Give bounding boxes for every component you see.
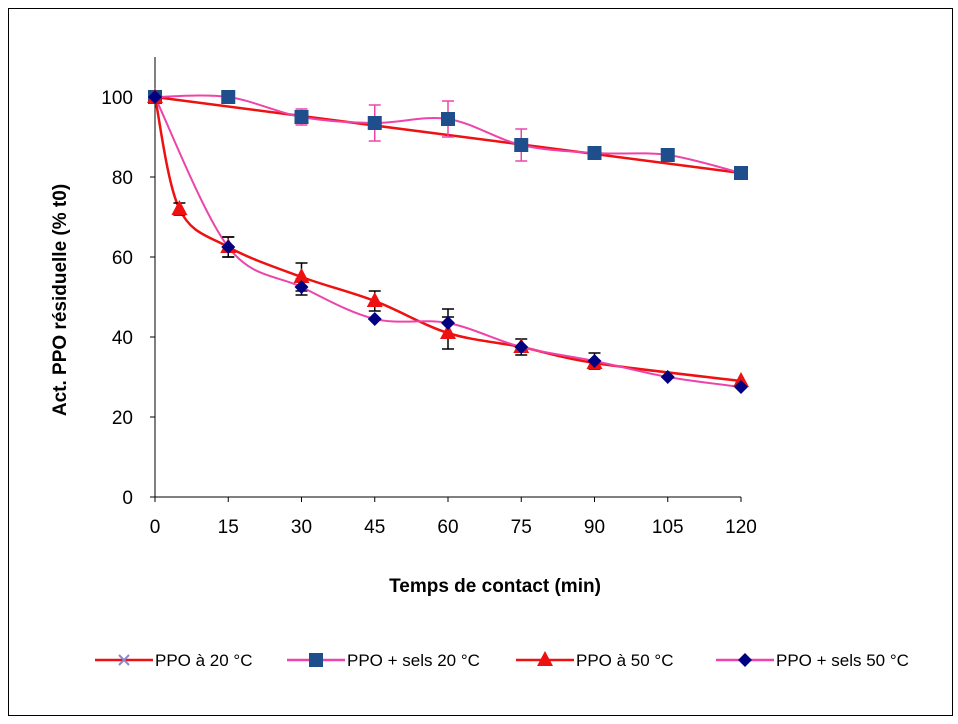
legend-label: PPO à 20 °C <box>155 651 253 670</box>
data-point-triangle <box>366 292 383 307</box>
legend: PPO à 20 °C PPO + sels 20 °C PPO à 50 °C PP… <box>95 651 909 670</box>
legend-marker <box>309 653 323 667</box>
x-tick-label: 30 <box>291 517 312 538</box>
data-point-square <box>294 110 309 124</box>
y-tick-label: 80 <box>112 168 133 189</box>
data-point-diamond <box>587 354 602 368</box>
legend-label: PPO + sels 20 °C <box>347 651 480 670</box>
data-point-diamond <box>294 280 309 294</box>
y-tick-label: 60 <box>112 248 133 269</box>
legend-label: PPO à 50 °C <box>576 651 674 670</box>
y-tick-label: 100 <box>101 88 133 109</box>
data-point-square <box>221 90 236 104</box>
y-tick-label: 20 <box>112 408 133 429</box>
x-tick-label: 75 <box>511 517 532 538</box>
data-point-triangle <box>440 324 456 339</box>
plot-area: 0 20 40 60 80 100 0 15 30 45 60 75 90 105 120 <box>101 57 757 538</box>
y-axis-title: Act. PPO résiduelle (% t0) <box>50 184 71 416</box>
data-point-diamond <box>367 312 382 326</box>
data-point-triangle <box>171 200 188 215</box>
data-point-diamond <box>221 240 236 254</box>
data-point-triangle <box>293 268 310 283</box>
x-tick-label: 60 <box>437 517 458 538</box>
x-tick-label: 105 <box>652 517 684 538</box>
x-tick-label: 15 <box>218 517 239 538</box>
data-point-diamond <box>660 370 675 384</box>
legend-label: PPO + sels 50 °C <box>776 651 909 670</box>
data-point-square <box>367 116 382 130</box>
x-tick-label: 90 <box>584 517 605 538</box>
y-tick-label: 0 <box>122 488 133 509</box>
data-point-diamond <box>514 340 529 354</box>
x-tick-label: 120 <box>725 517 757 538</box>
data-point-square <box>514 138 529 152</box>
data-point-square <box>734 166 748 180</box>
x-tick-label: 0 <box>150 517 161 538</box>
data-point-square <box>660 148 675 162</box>
x-tick-label: 45 <box>364 517 385 538</box>
data-point-triangle <box>733 372 749 387</box>
chart-frame <box>8 8 953 716</box>
data-point-square <box>587 146 602 160</box>
data-point-diamond <box>148 90 162 104</box>
legend-marker <box>118 654 130 666</box>
x-axis-title: Temps de contact (min) <box>389 576 601 597</box>
legend-marker <box>537 651 553 666</box>
legend-marker <box>738 653 752 667</box>
y-tick-label: 40 <box>112 328 133 349</box>
data-point-diamond <box>734 380 748 394</box>
data-point-diamond <box>441 316 455 330</box>
data-point-square <box>441 112 455 126</box>
